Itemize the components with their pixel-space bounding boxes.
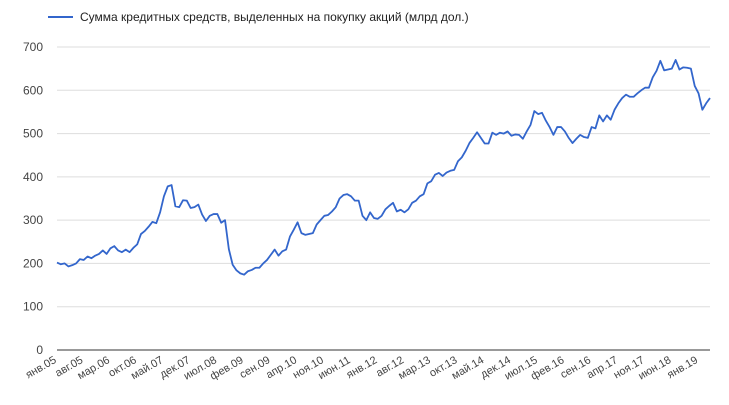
- x-axis-ticks: янв.05авг.05мар.06окт.06май.07дек.07июл.…: [24, 354, 700, 383]
- series-line: [56, 59, 711, 276]
- y-tick-label-400: 400: [23, 170, 43, 184]
- y-tick-label-300: 300: [23, 213, 43, 227]
- y-axis-ticks: 0 100 200 300 400 500 600 700: [23, 40, 43, 357]
- y-tick-label-100: 100: [23, 300, 43, 314]
- x-tick-label: янв.05: [24, 354, 59, 381]
- y-tick-label-500: 500: [23, 127, 43, 141]
- legend-label: Сумма кредитных средств, выделенных на п…: [80, 10, 469, 24]
- legend: Сумма кредитных средств, выделенных на п…: [48, 10, 469, 24]
- y-tick-label-0: 0: [36, 343, 43, 357]
- y-tick-label-600: 600: [23, 83, 43, 97]
- x-tick-label: янв.12: [345, 354, 380, 381]
- x-tick-label: янв.19: [665, 354, 700, 381]
- series-group: [56, 59, 711, 276]
- y-tick-label-200: 200: [23, 256, 43, 270]
- y-tick-label-700: 700: [23, 40, 43, 54]
- gridlines: [57, 46, 710, 351]
